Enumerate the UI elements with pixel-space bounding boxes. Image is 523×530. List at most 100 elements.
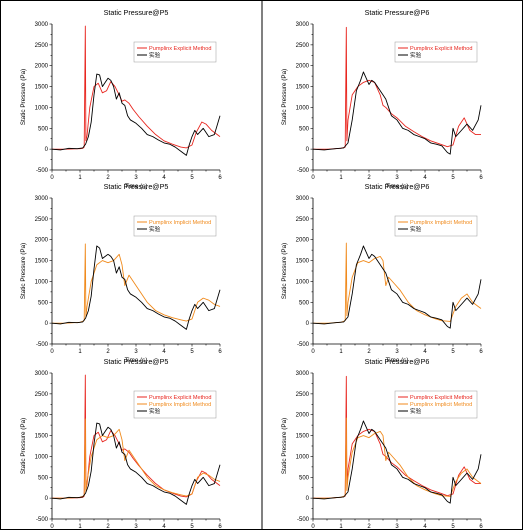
legend-entry: 实验: [410, 407, 422, 415]
legend-entry: Pumplinx Implicit Method: [410, 220, 472, 226]
y-tick-label: 500: [299, 475, 310, 481]
series-line-1: [313, 26, 481, 150]
series-line-3: [51, 422, 221, 505]
x-tick-label: 5: [190, 524, 194, 530]
x-axis-label: Time (s): [125, 183, 148, 190]
chart-panels: Static Pressure@P50 1 2 3 4 5 6-50005001000150…: [20, 8, 483, 530]
x-axis-label: Time (s): [386, 183, 409, 190]
y-tick-label: 3000: [296, 22, 310, 28]
x-tick-label: 4: [423, 175, 427, 181]
legend-entry: 实验: [149, 407, 161, 415]
chart-title: Static Pressure@P5: [104, 8, 169, 17]
chart-title: Static Pressure@P5: [104, 182, 169, 191]
y-tick-label: 2000: [35, 413, 49, 419]
x-tick-label: 1: [339, 175, 343, 181]
y-axis-label: Static Pressure (Pa): [20, 69, 27, 125]
y-tick-label: 3000: [296, 196, 310, 202]
y-tick-label: 3000: [35, 22, 49, 28]
x-tick-label: 5: [451, 175, 455, 181]
series-line-1: [313, 242, 482, 324]
chart-panel-3: Static Pressure@P50 1 2 3 4 5 6-50005001000150…: [20, 182, 222, 364]
y-tick-label: 500: [38, 475, 49, 481]
y-tick-label: -500: [297, 517, 310, 523]
x-tick-label: 6: [218, 349, 222, 355]
legend-frame: [133, 41, 217, 63]
x-tick-label: 5: [190, 349, 194, 355]
chart-title: Static Pressure@P6: [365, 182, 430, 191]
y-tick-label: 0: [306, 321, 310, 327]
legend-entry: Pumplinx Implicit Method: [149, 402, 211, 408]
x-tick-label: 3: [134, 349, 138, 355]
legend-entry: Pumplinx Explicit Method: [149, 46, 212, 52]
legend-entry: Pumplinx Implicit Method: [410, 402, 472, 408]
y-tick-label: 2000: [296, 413, 310, 419]
x-tick-label: 1: [339, 349, 343, 355]
y-tick-label: -500: [297, 168, 310, 174]
x-axis-label: Time (s): [386, 357, 409, 364]
y-axis-label: Static Pressure (Pa): [20, 418, 27, 474]
y-tick-label: 2500: [35, 217, 49, 223]
y-tick-label: 500: [38, 126, 49, 132]
y-axis-label: Static Pressure (Pa): [281, 243, 288, 299]
x-tick-label: 4: [423, 349, 427, 355]
chart-title: Static Pressure@P5: [104, 357, 169, 366]
y-tick-label: 3000: [296, 371, 310, 377]
y-tick-label: -500: [36, 342, 49, 348]
y-tick-label: 500: [299, 126, 310, 132]
x-tick-label: 1: [78, 524, 82, 530]
series-line-2: [312, 245, 482, 329]
y-tick-label: -500: [297, 342, 310, 348]
x-tick-label: 2: [367, 349, 371, 355]
legend-frame: [133, 215, 217, 237]
legend-entry: 实验: [410, 51, 422, 59]
x-tick-label: 0: [311, 524, 315, 530]
y-tick-label: 1000: [35, 105, 49, 111]
y-tick-label: 2000: [35, 238, 49, 244]
x-tick-label: 0: [50, 349, 54, 355]
y-tick-label: 1500: [35, 434, 49, 440]
y-tick-label: 2000: [296, 64, 310, 70]
y-tick-label: -500: [36, 168, 49, 174]
chart-panel-4: Static Pressure@P60 1 2 3 4 5 6-50005001000150…: [281, 182, 483, 364]
y-axis-label: Static Pressure (Pa): [20, 243, 27, 299]
legend-entry: 实验: [410, 225, 422, 233]
x-tick-label: 0: [50, 175, 54, 181]
x-tick-label: 6: [479, 524, 483, 530]
x-tick-label: 2: [367, 175, 371, 181]
x-axis-label: Time (s): [125, 357, 148, 364]
x-tick-label: 6: [479, 175, 483, 181]
legend-frame: [133, 390, 217, 419]
x-tick-label: 2: [106, 349, 110, 355]
x-tick-label: 4: [423, 524, 427, 530]
chart-title: Static Pressure@P6: [365, 357, 430, 366]
legend-entry: Pumplinx Implicit Method: [149, 220, 211, 226]
x-tick-label: 3: [134, 524, 138, 530]
y-tick-label: 0: [45, 496, 49, 502]
legend-entry: Pumplinx Explicit Method: [410, 46, 473, 52]
x-tick-label: 2: [367, 524, 371, 530]
y-tick-label: 1000: [35, 454, 49, 460]
series-line-1: [52, 243, 221, 324]
x-tick-label: 5: [190, 175, 194, 181]
legend-entry: Pumplinx Explicit Method: [410, 395, 473, 401]
series-line-2: [51, 73, 221, 156]
x-tick-label: 4: [162, 349, 166, 355]
y-tick-label: 2500: [296, 43, 310, 49]
x-tick-label: 3: [395, 524, 399, 530]
y-tick-label: 0: [306, 496, 310, 502]
legend-entry: 实验: [149, 225, 161, 233]
x-tick-label: 6: [218, 524, 222, 530]
legend-frame: [394, 390, 478, 419]
y-tick-label: 0: [306, 147, 310, 153]
x-tick-label: 6: [218, 175, 222, 181]
series-line-2: [51, 245, 221, 330]
y-tick-label: 2500: [35, 43, 49, 49]
x-tick-label: 0: [311, 349, 315, 355]
x-tick-label: 5: [451, 349, 455, 355]
legend-entry: 实验: [149, 51, 161, 59]
